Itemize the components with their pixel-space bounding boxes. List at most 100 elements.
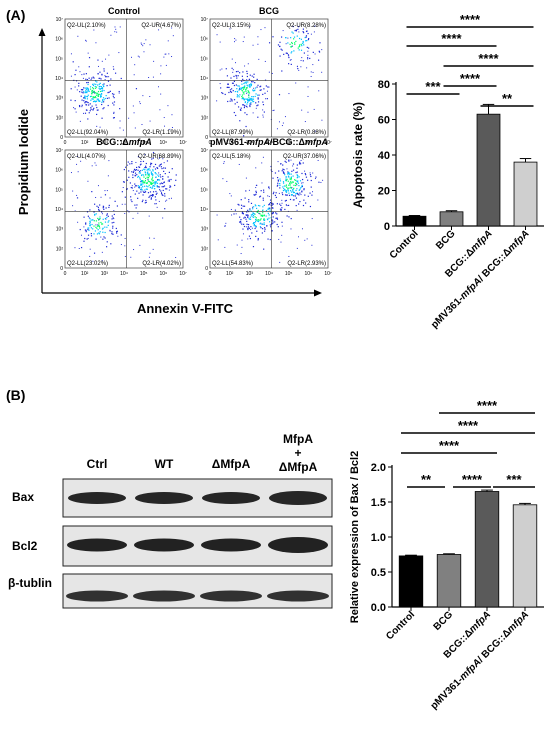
bar-4 (512, 504, 538, 608)
flow-plot-frame (64, 18, 184, 138)
flow-y-tick: 10⁶ (200, 168, 208, 174)
bar-3 (474, 491, 500, 608)
flow-x-tick: 10³ (246, 140, 254, 146)
significance-label: **** (460, 12, 481, 27)
y-tick-label: 2.0 (371, 462, 386, 474)
flow-plot-2: BCG Q2-UL(3.15%) Q2-UR(8.28%) Q2-LL(87.99%)… (200, 6, 332, 146)
flow-x-tick: 10⁷ (179, 271, 187, 277)
y-tick-label: 80 (378, 79, 390, 91)
x-tick-label: Control (388, 228, 421, 261)
flow-x-tick: 10² (81, 140, 89, 146)
significance-label: **** (439, 438, 460, 453)
flow-x-tick: 10⁵ (285, 271, 293, 277)
significance-label: ** (502, 91, 513, 106)
flow-plot-frame (209, 18, 329, 138)
flow-x-tick: 10² (226, 271, 234, 277)
x-tick-label: BCG (434, 228, 458, 252)
quadrant-ur: Q2-UR(8.28%) (286, 23, 326, 29)
significance-label: **** (458, 418, 479, 433)
flow-x-tick: 10² (81, 271, 89, 277)
significance-label: **** (462, 472, 483, 487)
quadrant-lr: Q2-LR(4.02%) (142, 261, 181, 267)
flow-x-tick: 0 (209, 271, 212, 277)
wb-band (200, 590, 262, 602)
significance-label: **** (460, 71, 481, 86)
flow-y-tick: 10⁶ (200, 37, 208, 43)
flow-y-tick: 10³ (201, 96, 209, 102)
wb-band (135, 492, 193, 504)
quadrant-ul: Q2-UL(5.18%) (212, 154, 251, 160)
flow-plot-title: pMV361-mfpA/BCG::ΔmfpA (210, 137, 328, 147)
flow-y-label: Propidium Iodide (16, 109, 31, 215)
y-tick-label: 40 (378, 150, 390, 162)
flow-events (216, 25, 323, 137)
quadrant-ul: Q2-UL(4.07%) (67, 154, 106, 160)
quadrant-ur: Q2-UR(37.06%) (283, 154, 326, 160)
panel-b-label: (B) (6, 387, 25, 403)
flow-plot-title: Control (108, 6, 140, 16)
wb-col-wt: WT (155, 457, 174, 471)
wb-band (68, 492, 126, 504)
flow-events (216, 156, 324, 263)
wb-band (201, 538, 261, 552)
significance-label: ** (421, 472, 432, 487)
y-axis-label: Relative expression of Bax / Bcl2 (349, 451, 361, 623)
y-tick-label: 1.5 (371, 497, 386, 509)
wb-band (267, 590, 329, 602)
quadrant-ul: Q2-UL(2.10%) (67, 23, 106, 29)
flow-x-tick: 0 (64, 271, 67, 277)
flow-y-tick: 0 (205, 135, 208, 141)
flow-y-tick: 10² (56, 115, 64, 121)
flow-plot-title: BCG (259, 6, 279, 16)
flow-x-tick: 10⁶ (305, 271, 313, 277)
flow-x-tick: 10⁶ (160, 271, 168, 277)
quadrant-ll: Q2-LL(54.83%) (212, 261, 253, 267)
flow-y-tick: 10⁶ (55, 168, 63, 174)
wb-col-ctrl: Ctrl (87, 457, 108, 471)
flow-y-tick: 10⁵ (200, 56, 208, 62)
wb-col-dmfpa: ΔMfpA (212, 457, 251, 471)
flow-y-tick: 10³ (56, 96, 64, 102)
flow-x-tick: 10⁴ (265, 140, 273, 146)
flow-x-tick: 10⁷ (324, 140, 332, 146)
bax-bcl2-bar-chart: 0.0 0.5 1.0 1.5 2.0 Relative expression of Ba… (349, 398, 544, 712)
flow-x-tick: 10⁵ (140, 271, 148, 277)
bar-4 (513, 161, 538, 227)
flow-y-tick: 10⁷ (201, 17, 209, 23)
y-tick-label: 0.5 (371, 567, 386, 579)
wb-col-plus: + (294, 446, 301, 460)
flow-y-tick: 10⁴ (200, 76, 208, 82)
flow-y-tick: 10⁴ (55, 207, 63, 213)
flow-y-tick: 0 (60, 266, 63, 272)
wb-row-bcl2: Bcl2 (12, 539, 38, 553)
y-tick-label: 0 (384, 221, 390, 233)
bar-2 (436, 554, 462, 608)
flow-x-tick: 0 (64, 140, 67, 146)
flow-y-tick: 0 (205, 266, 208, 272)
flow-y-tick: 10² (56, 246, 64, 252)
x-tick-label: Control (384, 609, 417, 642)
significance-label: **** (477, 398, 498, 413)
flow-x-tick: 10⁷ (324, 271, 332, 277)
flow-y-tick: 10⁷ (56, 17, 64, 23)
significance-label: *** (425, 79, 441, 94)
flow-events (70, 26, 174, 131)
flow-y-tick: 10³ (56, 227, 64, 233)
significance-label: **** (441, 31, 462, 46)
y-tick-label: 0.0 (371, 602, 386, 614)
flow-y-tick: 10⁴ (55, 76, 63, 82)
flow-y-tick: 10⁴ (200, 207, 208, 213)
flow-x-tick: 10³ (101, 271, 109, 277)
wb-row-tubulin: β-tublin (8, 576, 52, 590)
flow-axes (38, 28, 322, 297)
flow-y-tick: 10⁵ (55, 56, 63, 62)
quadrant-ur: Q2-UR(4.67%) (141, 23, 181, 29)
flow-y-tick: 10⁷ (56, 148, 64, 154)
y-tick-label: 20 (378, 186, 390, 198)
wb-row-bax: Bax (12, 490, 34, 504)
bar-1 (398, 555, 424, 608)
x-tick-label: BCG (432, 609, 456, 633)
flow-plot-1: Control Q2-UL(2.10%) Q2-UR(4.67%) Q2-LL(92.… (55, 6, 187, 146)
flow-x-tick: 10⁴ (120, 140, 128, 146)
